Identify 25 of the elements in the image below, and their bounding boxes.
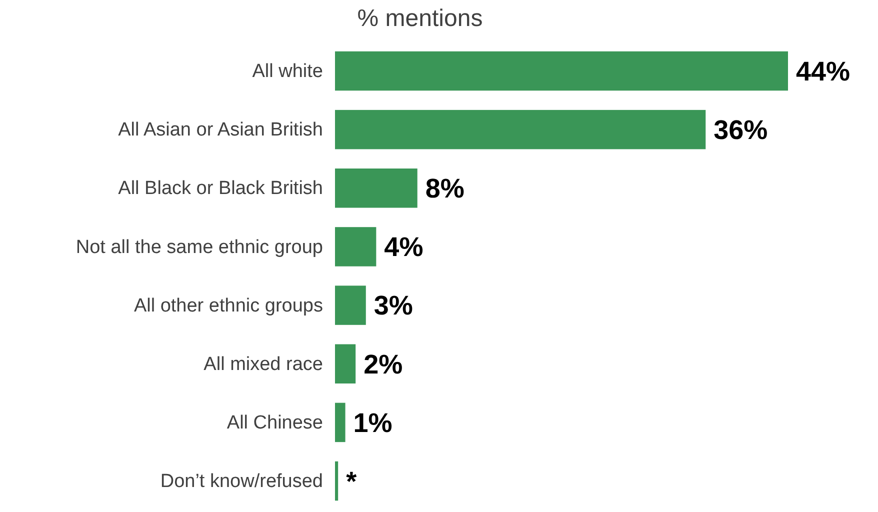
data-label: * xyxy=(346,466,358,496)
bar xyxy=(335,402,346,442)
data-label: 1% xyxy=(353,408,392,438)
y-tick-label: All white xyxy=(252,61,323,82)
data-label: 2% xyxy=(364,349,403,380)
y-tick-label: All Black or Black British xyxy=(118,178,323,200)
chart-title: % mentions xyxy=(357,5,483,32)
data-label: 36% xyxy=(714,115,768,146)
bar xyxy=(335,110,706,150)
y-tick-label: Don’t know/refused xyxy=(160,471,323,492)
bar xyxy=(335,286,366,325)
data-label: 4% xyxy=(384,232,424,262)
bar xyxy=(335,461,338,501)
y-tick-label: Not all the same ethnic group xyxy=(76,236,323,258)
y-tick-label: All Chinese xyxy=(226,412,323,434)
y-tick-label: All other ethnic groups xyxy=(134,295,323,316)
bar xyxy=(335,227,376,266)
bar xyxy=(335,344,356,384)
data-label: 3% xyxy=(374,290,413,321)
y-tick-label: All mixed race xyxy=(204,354,323,375)
y-tick-label: All Asian or Asian British xyxy=(118,120,323,141)
data-label: 44% xyxy=(796,56,850,86)
bar xyxy=(335,51,788,91)
data-label: 8% xyxy=(425,174,464,204)
bar xyxy=(335,168,418,208)
